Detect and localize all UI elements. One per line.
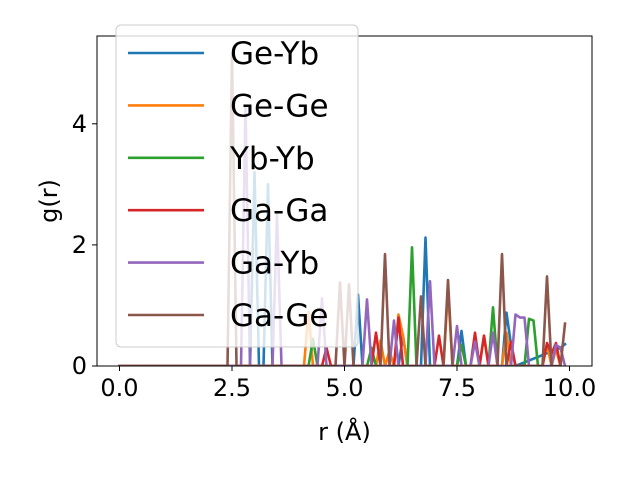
series-line-ga-ge <box>118 52 567 366</box>
legend-label: Ga-Yb <box>230 246 319 282</box>
series-line-yb-yb <box>118 246 544 366</box>
x-tick-label: 2.5 <box>213 374 251 402</box>
x-tick-label: 5.0 <box>325 374 363 402</box>
series-line-ge-yb <box>118 170 567 366</box>
legend-label: Ge-Yb <box>230 36 319 72</box>
y-axis: 0 2 4 <box>72 110 97 380</box>
x-axis: 0.0 2.5 5.0 7.5 10.0 <box>100 366 596 402</box>
y-tick-label: 4 <box>72 110 87 138</box>
y-axis-label: g(r) <box>35 179 63 223</box>
y-tick-label: 0 <box>72 352 87 380</box>
x-tick-label: 0.0 <box>100 374 138 402</box>
series-line-ga-yb <box>118 104 567 366</box>
legend: Ge-Yb Ge-Ge Yb-Yb Ga-Ga Ga-Yb Ga-Ge <box>115 24 359 348</box>
x-tick-label: 7.5 <box>438 374 476 402</box>
series-layer <box>118 52 567 366</box>
x-tick-label: 10.0 <box>543 374 596 402</box>
x-axis-label: r (Å) <box>318 417 371 446</box>
legend-label: Ga-Ge <box>230 298 328 334</box>
y-tick-label: 2 <box>72 231 87 259</box>
legend-label: Ga-Ga <box>230 193 328 229</box>
legend-label: Ge-Ge <box>230 88 329 124</box>
legend-label: Yb-Yb <box>229 141 315 177</box>
